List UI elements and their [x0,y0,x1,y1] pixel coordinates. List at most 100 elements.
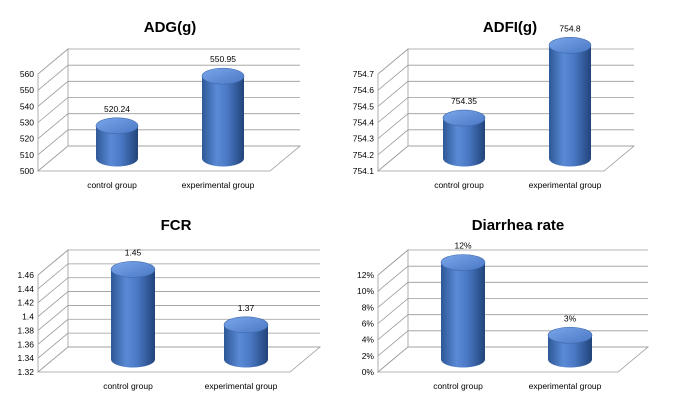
data-label: 754.35 [451,96,477,106]
y-tick-label: 1.4 [22,312,34,322]
data-label: 3% [564,313,577,323]
floor [376,145,636,172]
bar [547,326,593,368]
chart-panel: 500 510 520 530 540 550 560 ADG(g) 520.24 control… [20,19,302,190]
category-label: experimental group [205,381,278,391]
y-tick-label: 560 [20,69,34,79]
gridline [377,298,648,324]
y-tick-label: 1.36 [17,339,34,349]
bar-body [111,269,155,368]
y-tick-label: 1.44 [17,284,34,294]
y-tick-label: 754.6 [353,85,375,95]
gridline [37,318,320,345]
gridline [37,64,300,91]
gridline [377,80,634,107]
bar-top [201,67,245,85]
y-tick-label: 754.5 [353,101,375,111]
gridline [37,291,320,317]
y-tick-label: 10% [357,286,374,296]
chart-panel: 754.1 754.2 754.3 754.4 754.5 754.6 754.7 ADFI(… [353,19,636,190]
floor [376,346,650,373]
bar-top [547,326,593,344]
y-tick-label: 500 [20,166,34,176]
y-tick-label: 754.7 [353,69,375,79]
data-label: 12% [454,241,471,251]
y-tick-label: 550 [20,85,34,95]
y-tick-label: 510 [20,150,34,160]
y-tick-label: 1.32 [17,367,34,377]
bar-top [442,109,486,127]
data-label: 1.37 [238,303,255,313]
gridline [37,80,300,107]
chart-title: ADG(g) [144,19,197,36]
data-label: 520.24 [104,104,130,114]
category-label: experimental group [182,180,255,190]
y-tick-label: 754.3 [353,134,375,144]
chart-title: FCR [161,217,192,234]
category-label: control group [103,381,153,391]
bar-body [548,335,592,368]
bar-body [441,262,485,368]
y-tick-label: 1.38 [17,325,34,335]
y-tick-label: 6% [362,319,375,329]
chart-title: Diarrhea rate [472,217,565,234]
gridline [377,48,634,75]
category-label: control group [433,381,483,391]
bar-body [549,45,591,167]
y-tick-label: 754.1 [353,166,375,176]
chart-title: ADFI(g) [483,19,537,36]
bar-body [96,125,138,167]
bar [440,254,486,368]
bar [548,37,592,167]
bar [442,109,486,167]
chart-panel: 1.32 1.34 1.36 1.38 1.4 1.42 1.44 1.46 FCR 1.45 co… [17,217,322,391]
gridline [377,281,648,308]
floor [36,346,322,373]
y-tick-label: 754.2 [353,150,375,160]
bar-top [110,261,156,278]
category-label: experimental group [529,180,602,190]
bar-body [224,324,268,368]
gridline [37,113,300,139]
data-label: 754.8 [559,23,581,33]
y-tick-label: 540 [20,101,34,111]
gridline [377,265,648,292]
bar [201,67,245,167]
bar-top [95,117,139,135]
y-tick-label: 4% [362,335,375,345]
y-tick-label: 0% [362,367,375,377]
bar [110,261,156,368]
bar-body [202,76,244,167]
y-tick-label: 1.34 [17,353,34,363]
data-label: 1.45 [125,247,142,257]
y-tick-label: 754.4 [353,118,375,128]
bar-body [443,118,485,167]
gridline [377,64,634,91]
chart-panel: 0%2%4%6%8%10%12%Diarrhea rate12%control … [357,217,650,391]
y-tick-label: 1.46 [17,270,34,280]
gridline [37,48,300,75]
y-tick-label: 2% [362,351,375,361]
bar-top [548,37,592,54]
category-label: control group [434,180,484,190]
floor [36,145,302,172]
gridline [37,305,320,331]
y-tick-label: 520 [20,134,34,144]
bar-top [440,254,486,271]
gridline [37,249,320,276]
gridline [37,97,300,123]
y-tick-label: 530 [20,118,34,128]
bar-top [223,316,269,334]
y-tick-label: 8% [362,302,375,312]
gridline [377,97,634,123]
gridline [37,263,320,290]
bar [223,316,269,368]
category-label: control group [87,180,137,190]
bar [95,117,139,167]
data-label: 550.95 [210,54,236,64]
gridline [377,113,634,139]
y-tick-label: 1.42 [17,298,34,308]
gridline [37,277,320,304]
category-label: experimental group [529,381,602,391]
